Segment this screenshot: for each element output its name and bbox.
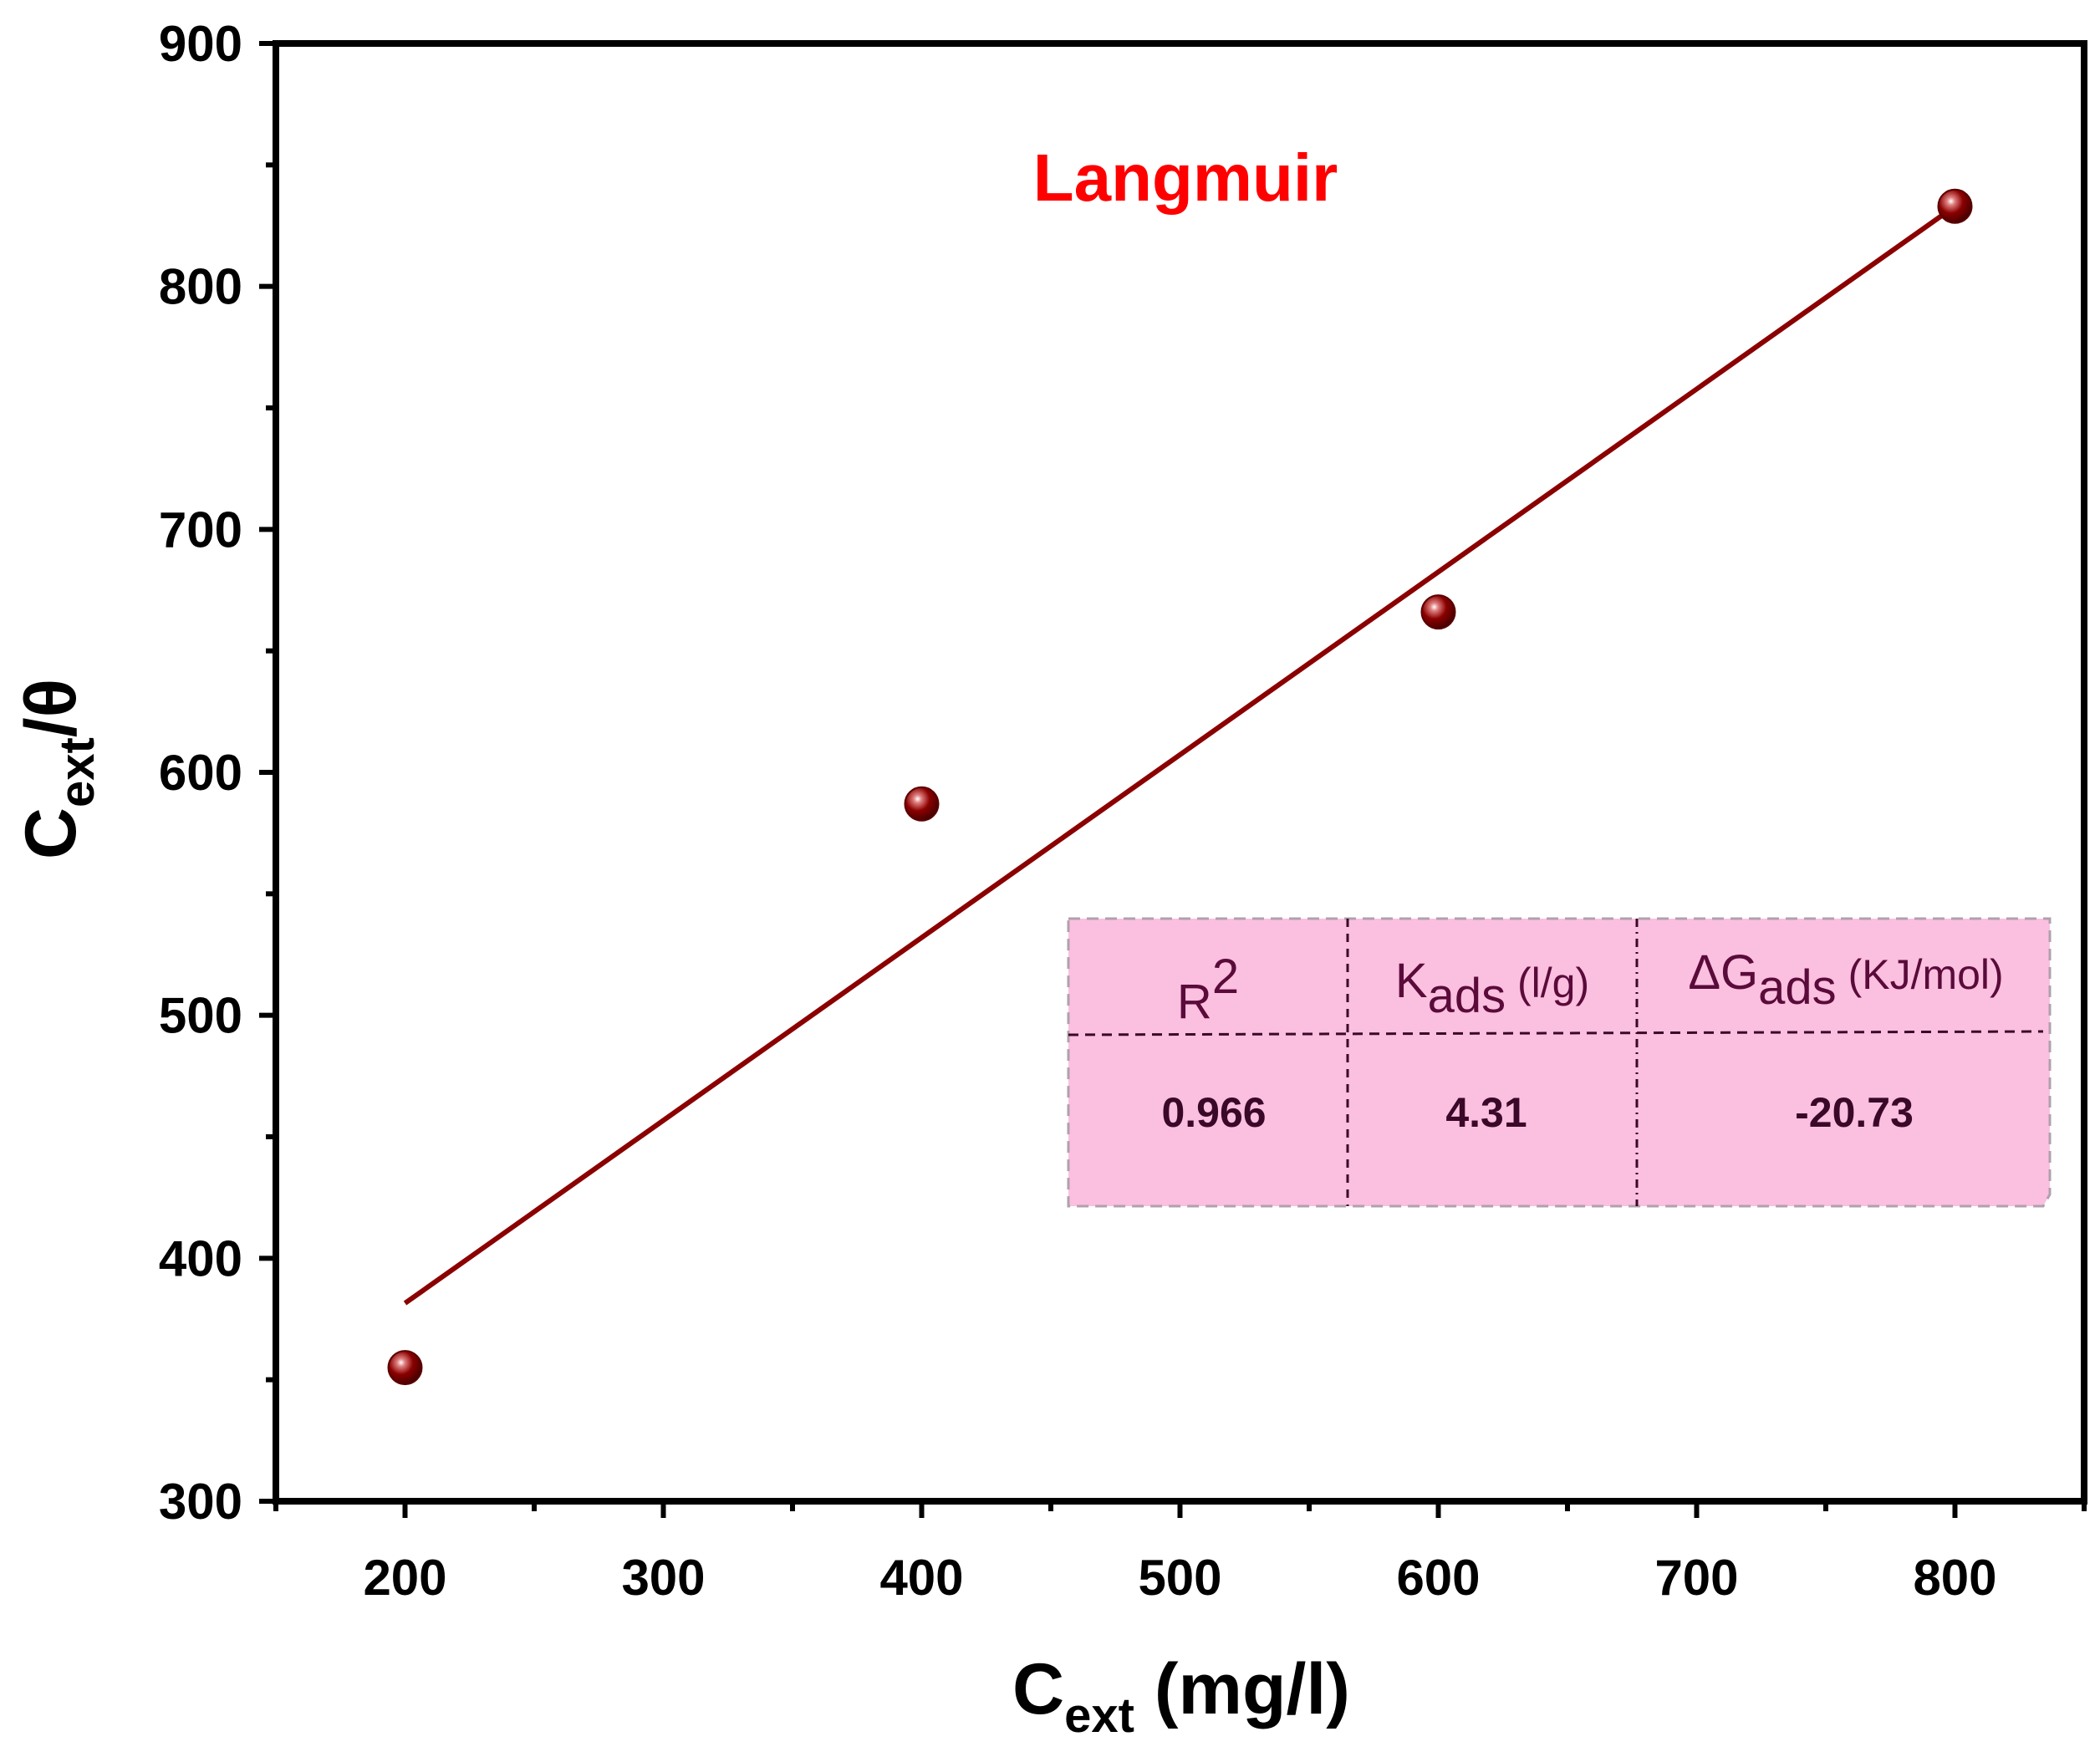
data-point bbox=[1422, 595, 1455, 629]
data-point bbox=[1939, 190, 1972, 223]
x-tick-label: 700 bbox=[1654, 1550, 1738, 1606]
y-tick-label: 800 bbox=[159, 259, 242, 315]
y-tick-label: 500 bbox=[159, 988, 242, 1044]
y-tick-label: 900 bbox=[159, 16, 242, 72]
y-axis-title: Cext/θ bbox=[11, 679, 104, 859]
x-axis-title: Cext (mg/l) bbox=[1012, 1649, 1350, 1743]
table-value-gads: -20.73 bbox=[1795, 1089, 1914, 1136]
x-tick-label: 400 bbox=[879, 1550, 963, 1606]
table-value-r2: 0.966 bbox=[1161, 1089, 1266, 1136]
y-tick-label: 700 bbox=[159, 502, 242, 558]
axes-layer: 200 300 400 500 600 700 800 300 400 500 600 700 800 9… bbox=[159, 16, 2084, 1606]
y-tick-label: 300 bbox=[159, 1474, 242, 1530]
data-point bbox=[905, 787, 939, 821]
x-tick-label: 600 bbox=[1396, 1550, 1480, 1606]
plot-frame bbox=[276, 43, 2084, 1501]
y-tick-label: 600 bbox=[159, 745, 242, 801]
data-point bbox=[389, 1351, 422, 1384]
x-tick-label: 300 bbox=[621, 1550, 705, 1606]
y-tick-label: 400 bbox=[159, 1230, 242, 1286]
x-tick-label: 800 bbox=[1913, 1550, 1996, 1606]
x-tick-label: 200 bbox=[363, 1550, 446, 1606]
x-tick-label: 500 bbox=[1138, 1550, 1221, 1606]
results-table: R2 Kads (l/g) ΔGads (KJ/mol) 0.966 4.31 … bbox=[1068, 919, 2050, 1206]
langmuir-chart: 200 300 400 500 600 700 800 300 400 500 600 700 800 9… bbox=[0, 0, 2100, 1757]
table-value-kads: 4.31 bbox=[1445, 1089, 1527, 1136]
annotation-langmuir: Langmuir bbox=[1033, 140, 1338, 215]
